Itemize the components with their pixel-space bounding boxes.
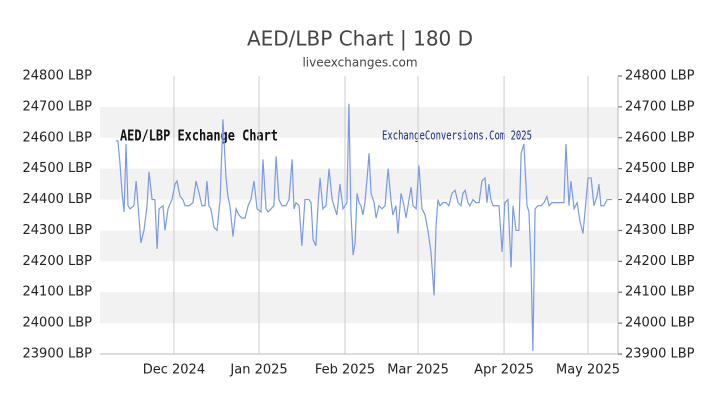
y2-tick-label: 24700 LBP (625, 99, 695, 114)
y2-tick-label: 24300 LBP (625, 223, 695, 238)
y2-tick-label: 24500 LBP (625, 161, 695, 176)
y2-tick-label: 23900 LBP (625, 347, 695, 362)
y-tick-label: 24200 LBP (23, 254, 93, 269)
x-tick-label: Dec 2024 (143, 363, 205, 378)
grid-band (100, 292, 618, 324)
chart-subtitle: liveexchanges.com (302, 56, 417, 70)
y-tick-label: 24800 LBP (23, 69, 93, 84)
watermark: AED/LBP Exchange Chart (120, 127, 278, 145)
y-tick-label: 24000 LBP (23, 316, 93, 331)
grid-band (100, 106, 618, 138)
y-tick-label: 24100 LBP (23, 285, 93, 300)
y2-tick-label: 24100 LBP (625, 285, 695, 300)
y2-tick-label: 24200 LBP (625, 254, 695, 269)
x-tick-label: Mar 2025 (387, 363, 449, 378)
y-tick-label: 24300 LBP (23, 223, 93, 238)
grid-band (100, 168, 618, 200)
grid-band (100, 230, 618, 262)
y-tick-label: 24400 LBP (23, 192, 93, 207)
y-tick-label: 24600 LBP (23, 130, 93, 145)
y-tick-label: 24700 LBP (23, 99, 93, 114)
x-tick-label: Feb 2025 (315, 363, 375, 378)
y2-tick-label: 24400 LBP (625, 192, 695, 207)
x-tick-label: May 2025 (556, 363, 620, 378)
price-line (115, 103, 613, 351)
y2-tick-label: 24600 LBP (625, 130, 695, 145)
y2-tick-label: 24000 LBP (625, 316, 695, 331)
watermark: ExchangeConversions.Com 2025 (382, 129, 532, 143)
y-tick-label: 24500 LBP (23, 161, 93, 176)
y-tick-label: 23900 LBP (23, 347, 93, 362)
y2-tick-label: 24800 LBP (625, 69, 695, 84)
x-tick-label: Apr 2025 (474, 363, 534, 378)
chart-title: AED/LBP Chart | 180 D (247, 27, 473, 51)
x-tick-label: Jan 2025 (229, 363, 287, 378)
